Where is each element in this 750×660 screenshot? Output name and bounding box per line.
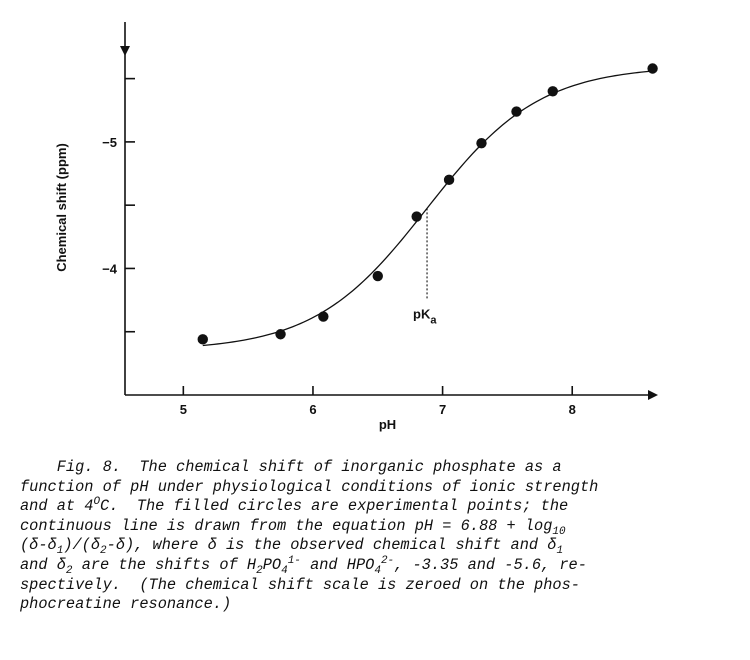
chart-axes (120, 22, 658, 400)
caption-line-5-sub1: 1 (56, 545, 64, 558)
data-point (318, 311, 329, 322)
caption-line-6-sub4: 4 (374, 565, 381, 578)
data-point (476, 137, 487, 149)
data-point (511, 106, 522, 117)
x-tick-label: 8 (569, 402, 576, 417)
caption-line-6b: are the shifts of H (72, 555, 257, 574)
caption-line-6a: and δ (20, 555, 66, 574)
y-axis-arrow (120, 46, 130, 56)
data-point (411, 211, 422, 222)
caption-line-5c: -δ), where δ is the observed chemical sh… (106, 536, 557, 555)
caption-line-6-sup3: 1- (287, 554, 301, 567)
figure-caption: Fig. 8. The chemical shift of inorganic … (20, 458, 740, 615)
data-point (275, 329, 286, 340)
caption-line-5a: (δ-δ (20, 536, 57, 555)
chart-ticks: 5 6 7 8 −4 −5 (102, 77, 576, 417)
data-point (443, 174, 455, 186)
data-point (197, 334, 208, 345)
chemical-shift-chart: 5 6 7 8 −4 −5 pH Chemical shift (ppm) pKa (54, 22, 658, 432)
caption-line-4a: continuous line is drawn from the equati… (20, 516, 553, 535)
caption-line-5b: )/(δ (63, 536, 101, 555)
x-axis-arrow (648, 390, 658, 400)
x-tick-label: 6 (309, 402, 316, 417)
caption-line-7: spectively. (The chemical shift scale is… (20, 575, 580, 594)
caption-line-6-sub3: 4 (281, 565, 288, 578)
caption-line-5-sub3: 1 (556, 545, 564, 558)
data-point (372, 270, 383, 282)
caption-line-6-sub1: 2 (65, 565, 73, 578)
y-tick-label: −4 (102, 261, 118, 276)
data-points (197, 63, 658, 345)
caption-line-6-sub2: 2 (256, 565, 263, 578)
pka-label-main: pK (413, 306, 431, 321)
caption-line-6d: and HPO (300, 555, 375, 574)
caption-line-3-sup: O (93, 496, 101, 509)
pka-label: pKa (413, 306, 437, 326)
caption-line-5-sub2: 2 (100, 545, 107, 558)
fit-curve (202, 70, 653, 347)
pka-label-subscript: a (430, 314, 437, 326)
data-point (547, 86, 558, 97)
data-point (647, 63, 658, 74)
caption-line-8: phocreatine resonance.) (20, 595, 232, 614)
caption-line-3b: C. The filled circles are experimental p… (100, 497, 569, 516)
caption-line-2: function of pH under physiological condi… (20, 477, 599, 496)
caption-line-6e: , -3.35 and -5.6, re- (394, 555, 587, 574)
y-axis-label: Chemical shift (ppm) (54, 143, 69, 272)
caption-line-3a: and at 4 (20, 497, 94, 516)
y-tick-label: −5 (102, 135, 117, 150)
caption-line-6-sup4: 2- (380, 554, 395, 567)
x-tick-label: 7 (439, 402, 446, 417)
x-tick-label: 5 (180, 402, 187, 417)
x-axis-label: pH (379, 417, 396, 432)
caption-line-1: Fig. 8. The chemical shift of inorganic … (20, 458, 562, 476)
caption-line-6c: PO (262, 555, 282, 574)
caption-line-4-sub: 10 (552, 525, 566, 538)
